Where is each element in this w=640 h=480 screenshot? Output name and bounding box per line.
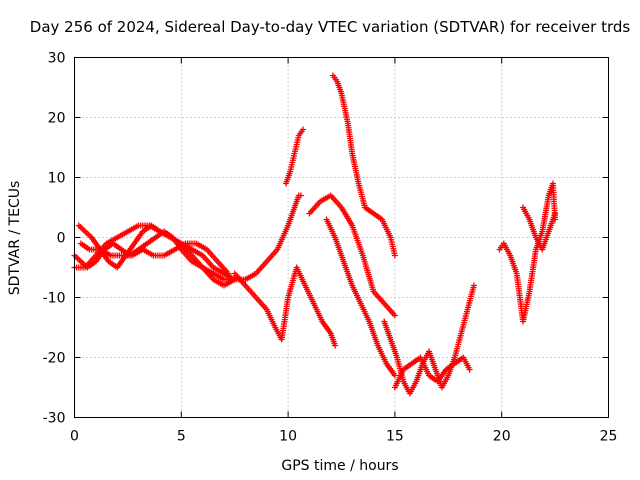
series-sat-h xyxy=(329,72,398,259)
series-sat-c xyxy=(71,222,238,289)
data-point xyxy=(391,312,398,319)
data-point xyxy=(391,252,398,259)
x-tick-label: 25 xyxy=(600,429,618,445)
tick-layer: 0 5 10 15 20 25 -30 -20 -10 0 10 20 30 xyxy=(43,51,618,445)
series-sat-a xyxy=(71,192,304,283)
x-tick-label: 20 xyxy=(493,429,511,445)
data-point xyxy=(466,366,473,373)
series-sat-i xyxy=(323,216,398,379)
y-axis-label: SDTVAR / TECUs xyxy=(7,181,23,296)
x-axis-label: GPS time / hours xyxy=(281,458,398,474)
x-tick-label: 0 xyxy=(70,429,79,445)
y-tick-label: 30 xyxy=(48,51,66,67)
series-sat-f xyxy=(282,126,307,187)
y-tick-label: 10 xyxy=(48,171,66,187)
data-point xyxy=(297,192,304,199)
series-sat-g xyxy=(306,192,398,319)
chart-title: Day 256 of 2024, Sidereal Day-to-day VTE… xyxy=(30,18,631,36)
data-point xyxy=(391,372,398,379)
series-sat-l xyxy=(496,180,559,325)
data-point xyxy=(332,342,339,349)
y-tick-label: -30 xyxy=(43,411,66,427)
series-sat-e xyxy=(231,264,339,349)
y-tick-label: -20 xyxy=(43,351,66,367)
data-point xyxy=(225,270,232,277)
y-tick-label: -10 xyxy=(43,291,66,307)
series-sat-d xyxy=(77,240,232,277)
data-point xyxy=(231,276,238,283)
data-layer xyxy=(71,72,559,397)
series-sat-m xyxy=(520,204,559,253)
plot-frame xyxy=(74,57,609,418)
data-point xyxy=(300,126,307,133)
x-tick-label: 10 xyxy=(279,429,297,445)
data-point xyxy=(470,282,477,289)
series-sat-k xyxy=(381,282,477,397)
x-tick-label: 5 xyxy=(177,429,186,445)
x-tick-label: 15 xyxy=(386,429,404,445)
y-tick-label: 0 xyxy=(57,231,66,247)
y-tick-label: 20 xyxy=(48,111,66,127)
data-point xyxy=(552,210,559,217)
